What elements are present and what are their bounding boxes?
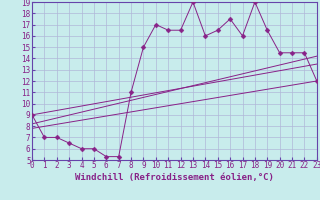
X-axis label: Windchill (Refroidissement éolien,°C): Windchill (Refroidissement éolien,°C) [75, 173, 274, 182]
